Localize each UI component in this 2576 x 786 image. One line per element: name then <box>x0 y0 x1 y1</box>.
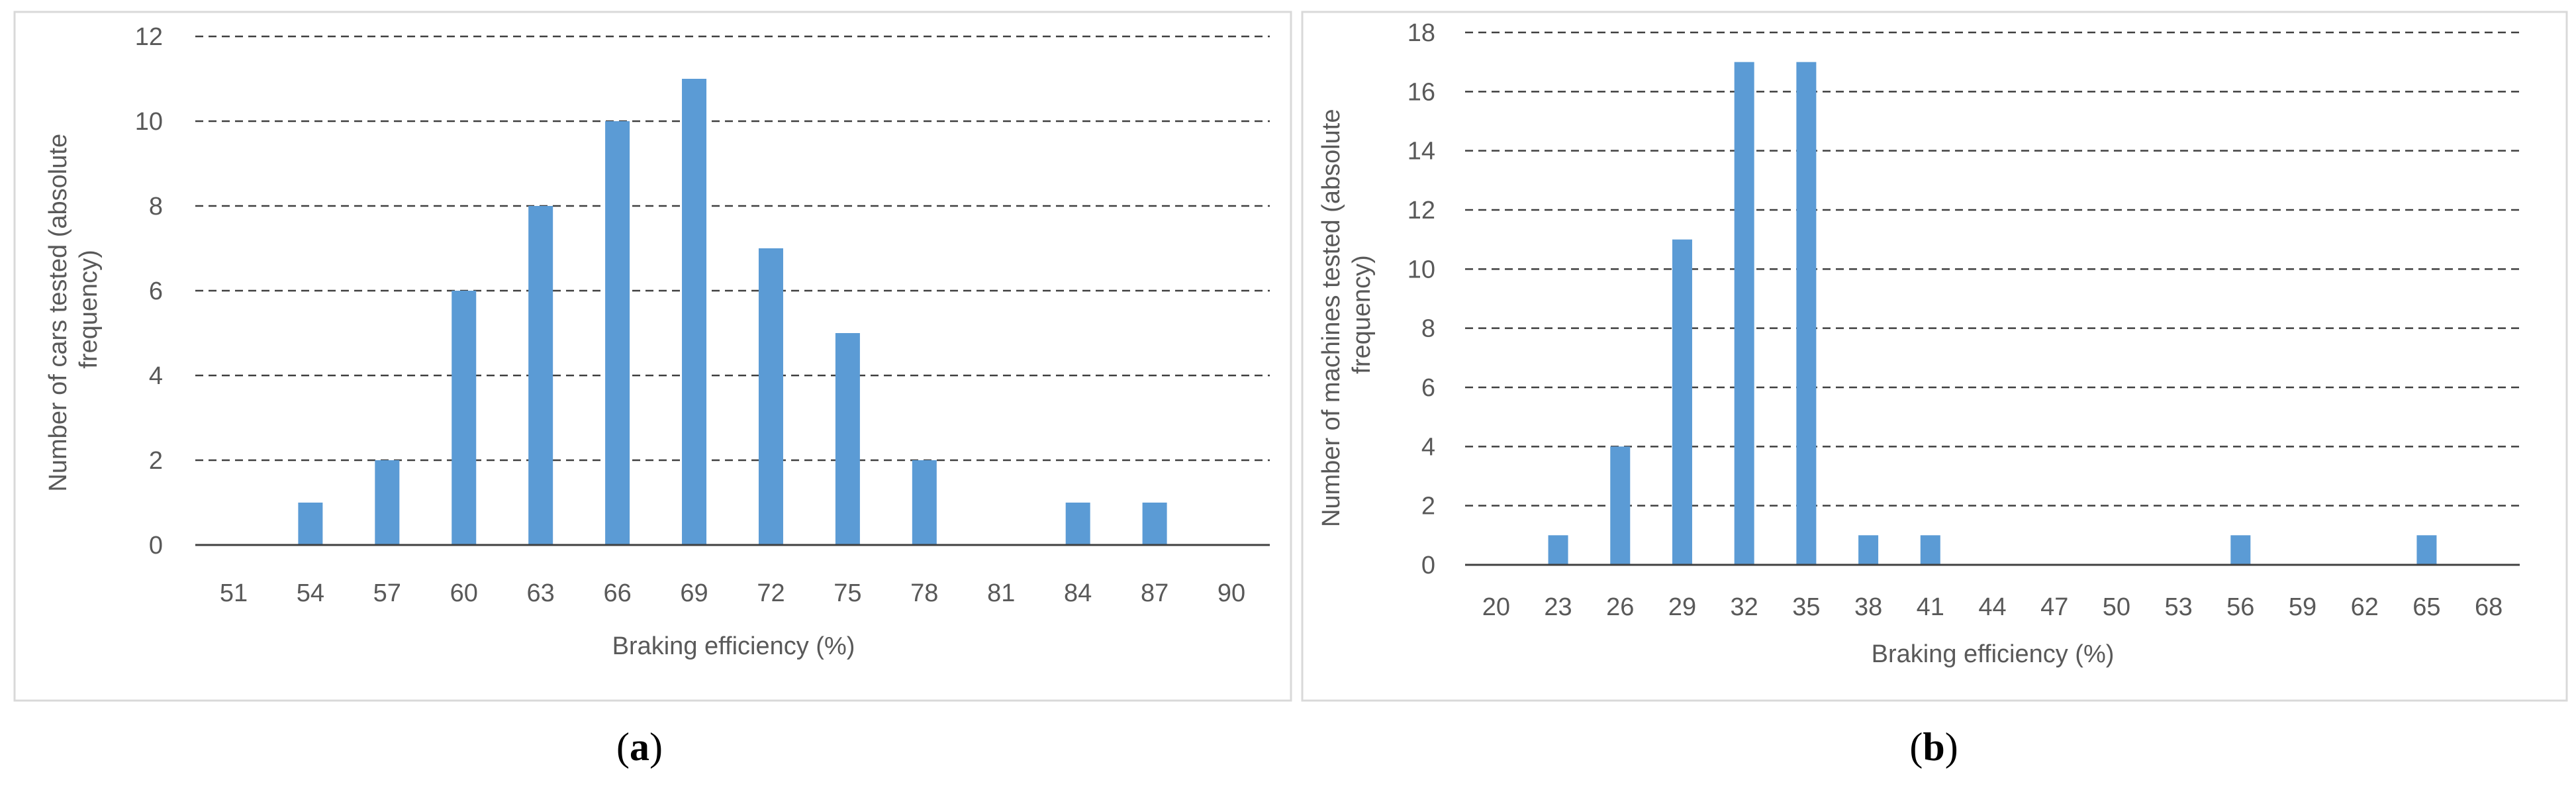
chart-panel-a: 0 2 4 6 8 10 12 51 54 57 60 63 66 69 72 75 78 81 84 87 90 B… <box>13 11 1292 769</box>
panel-a-y-tick-label: 2 <box>149 447 163 475</box>
panel-b-x-tick-label: 38 <box>1854 593 1882 621</box>
panel-b-y-tick-label: 0 <box>1421 552 1435 579</box>
panel-b-bar <box>2416 535 2437 565</box>
panel-b-x-tick-labels: 20 23 26 29 32 35 38 41 44 47 50 53 56 59 62 65 68 <box>1482 593 2503 621</box>
panel-a-y-axis-title-line-2: frequency) <box>75 250 103 369</box>
panel-b-caption-letter: b <box>1923 725 1944 769</box>
panel-b-bar <box>1920 535 1940 565</box>
panel-a-x-tick-label: 72 <box>757 579 785 607</box>
panel-a-bars <box>298 79 1167 545</box>
panel-a-caption-letter: a <box>630 725 649 769</box>
panel-b-x-tick-label: 44 <box>1978 593 2006 621</box>
panel-a-x-axis-title: Braking efficiency (%) <box>612 632 855 660</box>
panel-b-x-tick-label: 35 <box>1792 593 1820 621</box>
panel-b-x-tick-label: 62 <box>2351 593 2379 621</box>
panel-b-caption: (b) <box>1909 725 1958 769</box>
panel-a-x-tick-label: 84 <box>1064 579 1092 607</box>
panel-a-y-tick-labels: 0 2 4 6 8 10 12 <box>135 23 163 560</box>
panel-a-caption: (a) <box>616 725 663 769</box>
panel-b-bars <box>1548 62 2437 565</box>
panel-b-x-tick-label: 26 <box>1606 593 1634 621</box>
panel-a-bar <box>1142 503 1167 545</box>
panel-b-x-tick-label: 68 <box>2475 593 2503 621</box>
panel-a-x-tick-label: 66 <box>603 579 631 607</box>
panel-b-y-tick-label: 10 <box>1407 256 1435 283</box>
panel-a-x-tick-label: 75 <box>834 579 861 607</box>
panel-a-bar <box>912 460 937 545</box>
panel-b-x-tick-label: 32 <box>1731 593 1758 621</box>
panel-a-bar <box>528 206 553 545</box>
panel-a-y-axis-title: Number of cars tested (absolute frequenc… <box>44 126 103 491</box>
panel-b-x-tick-label: 50 <box>2103 593 2130 621</box>
panel-a-gridlines <box>195 35 1270 462</box>
panel-a-frame <box>13 11 1292 702</box>
panel-b-y-tick-label: 6 <box>1421 374 1435 402</box>
panel-a-x-tick-label: 57 <box>373 579 401 607</box>
panel-a-bar <box>452 291 477 545</box>
panel-b-x-tick-label: 65 <box>2412 593 2440 621</box>
panel-a-x-tick-label: 51 <box>220 579 248 607</box>
panel-a-x-tick-label: 60 <box>450 579 478 607</box>
panel-a-bar <box>298 503 323 545</box>
panel-a-y-tick-label: 10 <box>135 108 163 136</box>
panel-a-x-tick-labels: 51 54 57 60 63 66 69 72 75 78 81 84 87 90 <box>220 579 1245 607</box>
panel-a-x-tick-label: 54 <box>297 579 324 607</box>
panel-b-y-axis-title: Number of machines tested (absolute freq… <box>1317 102 1376 527</box>
panel-a-x-tick-label: 81 <box>987 579 1015 607</box>
panel-b-y-tick-label: 4 <box>1421 433 1435 461</box>
panel-a-bar <box>758 248 783 545</box>
panel-a-x-tick-label: 69 <box>680 579 708 607</box>
panel-a-x-tick-label: 87 <box>1141 579 1169 607</box>
panel-b-x-tick-label: 59 <box>2289 593 2316 621</box>
panel-a-y-tick-label: 12 <box>135 23 163 51</box>
panel-b-x-tick-label: 53 <box>2164 593 2192 621</box>
panel-b-bar <box>1858 535 1879 565</box>
panel-b-y-tick-label: 8 <box>1421 315 1435 343</box>
panel-a-x-tick-label: 90 <box>1217 579 1245 607</box>
panel-a-y-axis-title-line-1: Number of cars tested (absolute <box>44 134 72 492</box>
panel-b-frame <box>1301 11 2568 702</box>
panel-b-x-tick-label: 47 <box>2040 593 2068 621</box>
panel-b-bar <box>2230 535 2251 565</box>
panel-a-y-tick-label: 8 <box>149 193 163 221</box>
panel-b-bar <box>1610 446 1631 565</box>
panel-a-y-tick-label: 6 <box>149 277 163 305</box>
panel-b-bar <box>1796 62 1817 565</box>
panel-a-bar <box>682 79 707 545</box>
panel-a-bar <box>1065 503 1090 545</box>
panel-b-y-axis-title-line-1: Number of machines tested (absolute <box>1317 109 1345 528</box>
panel-b-y-tick-label: 2 <box>1421 493 1435 520</box>
panel-b-y-tick-label: 12 <box>1407 197 1435 224</box>
panel-a-y-tick-label: 0 <box>149 532 163 560</box>
panel-a-x-tick-label: 78 <box>910 579 938 607</box>
panel-b-x-tick-label: 41 <box>1917 593 1944 621</box>
panel-a-bar <box>835 333 860 545</box>
panel-b-bar <box>1672 239 1692 565</box>
panel-b-y-tick-label: 18 <box>1407 19 1435 47</box>
panel-b-x-tick-label: 56 <box>2226 593 2254 621</box>
panel-a-x-tick-label: 63 <box>527 579 555 607</box>
panel-b-x-tick-label: 29 <box>1668 593 1696 621</box>
panel-a-bar <box>605 121 630 545</box>
panel-b-y-tick-label: 16 <box>1407 78 1435 106</box>
panel-b-bar <box>1734 62 1754 565</box>
panel-a-bar <box>375 460 400 545</box>
panel-b-x-axis-title: Braking efficiency (%) <box>1872 640 2115 668</box>
panel-b-y-tick-label: 14 <box>1407 138 1435 166</box>
panel-b-y-tick-labels: 0 2 4 6 8 10 12 14 16 18 <box>1407 19 1435 579</box>
panel-b-y-axis-title-line-2: frequency) <box>1348 255 1376 374</box>
panel-b-x-tick-label: 23 <box>1544 593 1572 621</box>
panel-b-gridlines <box>1465 31 2520 507</box>
panel-a-y-tick-label: 4 <box>149 362 163 390</box>
panel-b-bar <box>1548 535 1568 565</box>
panel-b-x-tick-label: 20 <box>1482 593 1510 621</box>
